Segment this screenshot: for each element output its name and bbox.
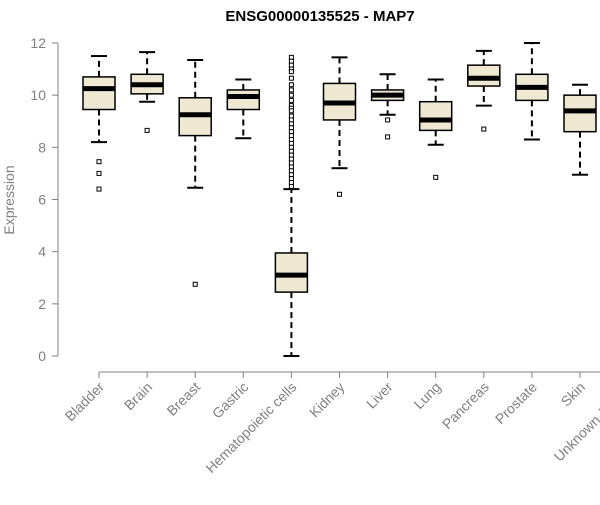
outlier-point: [288, 54, 294, 60]
y-tick-label: 10: [30, 87, 46, 103]
outlier-point: [96, 186, 102, 192]
outlier-point: [385, 134, 391, 140]
outlier-point: [337, 191, 342, 197]
outlier-point: [288, 58, 294, 64]
outlier-point: [288, 148, 294, 154]
y-tick-label: 12: [30, 35, 46, 51]
outlier-point: [288, 172, 294, 178]
outlier-point: [192, 281, 198, 287]
chart-title: ENSG00000135525 - MAP7: [225, 8, 415, 25]
outlier-point: [288, 144, 294, 150]
y-tick-label: 6: [38, 192, 46, 208]
outlier-point: [288, 121, 294, 127]
box: [467, 64, 501, 87]
box: [418, 100, 453, 132]
x-tick-label: Hematopoietic cells: [202, 379, 299, 476]
outlier-point: [288, 125, 294, 131]
outlier-point: [288, 117, 294, 123]
outlier-point: [288, 62, 294, 68]
outlier-point: [288, 133, 294, 139]
outlier-point: [288, 140, 294, 146]
outlier-point: [433, 174, 439, 180]
y-tick-label: 4: [38, 244, 46, 260]
x-tick-label: Breast: [163, 379, 203, 419]
outlier-point: [288, 156, 294, 162]
outlier-point: [288, 160, 294, 166]
box: [226, 89, 261, 111]
outlier-point: [288, 87, 294, 93]
outlier-point: [288, 129, 294, 135]
outlier-point: [481, 126, 487, 132]
x-tick-label: Pancreas: [439, 379, 492, 432]
x-tick-label: Kidney: [306, 379, 348, 421]
box: [82, 76, 116, 111]
outlier-point: [288, 164, 294, 170]
x-tick-label: Liver: [363, 379, 396, 412]
outlier-point: [288, 168, 294, 174]
outlier-point: [96, 159, 102, 165]
x-tick-label: Prostate: [492, 379, 540, 427]
outlier-point: [288, 113, 294, 119]
y-tick-label: 8: [38, 139, 46, 155]
outlier-point: [288, 180, 294, 186]
y-tick-label: 0: [38, 348, 46, 364]
outlier-point: [288, 137, 294, 143]
box: [563, 94, 597, 133]
outlier-point: [288, 183, 294, 189]
x-tick-label: Lung: [410, 379, 443, 412]
outlier-point: [288, 97, 294, 103]
x-tick-label: Brain: [121, 379, 155, 413]
outlier-point: [288, 82, 294, 88]
outlier-point: [288, 176, 294, 182]
outlier-point: [288, 108, 294, 114]
box: [274, 252, 309, 293]
outlier-point: [385, 117, 391, 123]
outlier-point: [144, 127, 150, 133]
outlier-point: [96, 170, 102, 176]
x-tick-label: Skin: [558, 379, 589, 410]
outlier-point: [288, 152, 294, 158]
x-tick-label: Bladder: [62, 379, 108, 425]
outlier-point: [288, 75, 294, 81]
outlier-point: [288, 69, 294, 75]
y-axis-label: Expression: [1, 165, 17, 234]
x-tick-label: Gastric: [209, 379, 252, 422]
outlier-point: [288, 92, 294, 98]
y-tick-label: 2: [38, 296, 46, 312]
